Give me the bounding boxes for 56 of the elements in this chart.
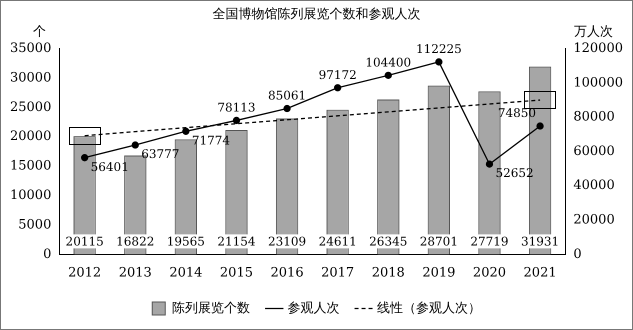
y-tick-label: 35000 [10, 40, 52, 56]
data-label: 19565 [166, 234, 205, 249]
chart-title: 全国博物馆陈列展览个数和参观人次 [212, 7, 420, 22]
data-label: 20115 [66, 234, 104, 249]
y2-axis-title: 万人次 [574, 24, 613, 40]
data-label: 31931 [520, 234, 560, 249]
data-label: 78113 [217, 100, 256, 115]
data-label: 27719 [470, 234, 509, 249]
y-tick-label: 20000 [10, 129, 52, 144]
data-label: 104400 [365, 55, 412, 70]
y2-tick-label: 20000 [573, 212, 615, 228]
point [283, 104, 291, 112]
point [182, 128, 190, 135]
x-tick-label: 2018 [372, 266, 405, 281]
y2-tick-label: 80000 [573, 110, 615, 125]
y-tick-label: 25000 [10, 100, 52, 115]
y2-tick-label: 120000 [573, 40, 624, 56]
data-label: 21154 [217, 234, 256, 249]
y-tick-label: 0 [43, 246, 52, 262]
point [384, 72, 392, 80]
x-tick-label: 2014 [169, 266, 202, 281]
x-tick-label: 2021 [524, 266, 557, 281]
point [232, 116, 240, 124]
point [486, 160, 494, 168]
y-axis-title: 个 [32, 24, 46, 40]
point [536, 122, 544, 130]
x-tick-label: 2016 [270, 266, 304, 281]
data-label: 28701 [420, 234, 458, 249]
point [132, 141, 139, 149]
data-label: 24611 [318, 234, 357, 249]
legend-label: 参观人次 [287, 300, 340, 316]
y2-tick-label: 60000 [573, 144, 615, 159]
data-label: 85061 [268, 88, 306, 103]
point [81, 154, 88, 162]
legend-label: 线性（参观人次） [376, 300, 481, 316]
y2-tick-label: 100000 [573, 75, 624, 90]
data-label: 23109 [268, 234, 306, 249]
x-tick-label: 2017 [321, 266, 354, 281]
point [435, 58, 443, 66]
y-tick-label: 30000 [10, 70, 52, 86]
x-tick-label: 2012 [68, 266, 102, 281]
x-tick-label: 2015 [220, 266, 254, 281]
data-label: 97172 [318, 68, 357, 82]
legend-label: 陈列展览个数 [172, 300, 250, 316]
data-label: 16822 [116, 234, 154, 249]
y-tick-label: 10000 [10, 188, 52, 203]
x-tick-label: 2020 [472, 266, 506, 281]
y2-tick-label: 40000 [573, 178, 615, 194]
point [334, 84, 342, 92]
y-tick-label: 15000 [10, 158, 52, 174]
y-tick-label: 5000 [18, 217, 52, 232]
data-label: 26345 [369, 234, 408, 249]
data-label: 112225 [416, 42, 462, 56]
x-tick-label: 2019 [422, 266, 456, 281]
x-tick-label: 2013 [118, 266, 152, 281]
y2-tick-label: 0 [573, 246, 582, 262]
